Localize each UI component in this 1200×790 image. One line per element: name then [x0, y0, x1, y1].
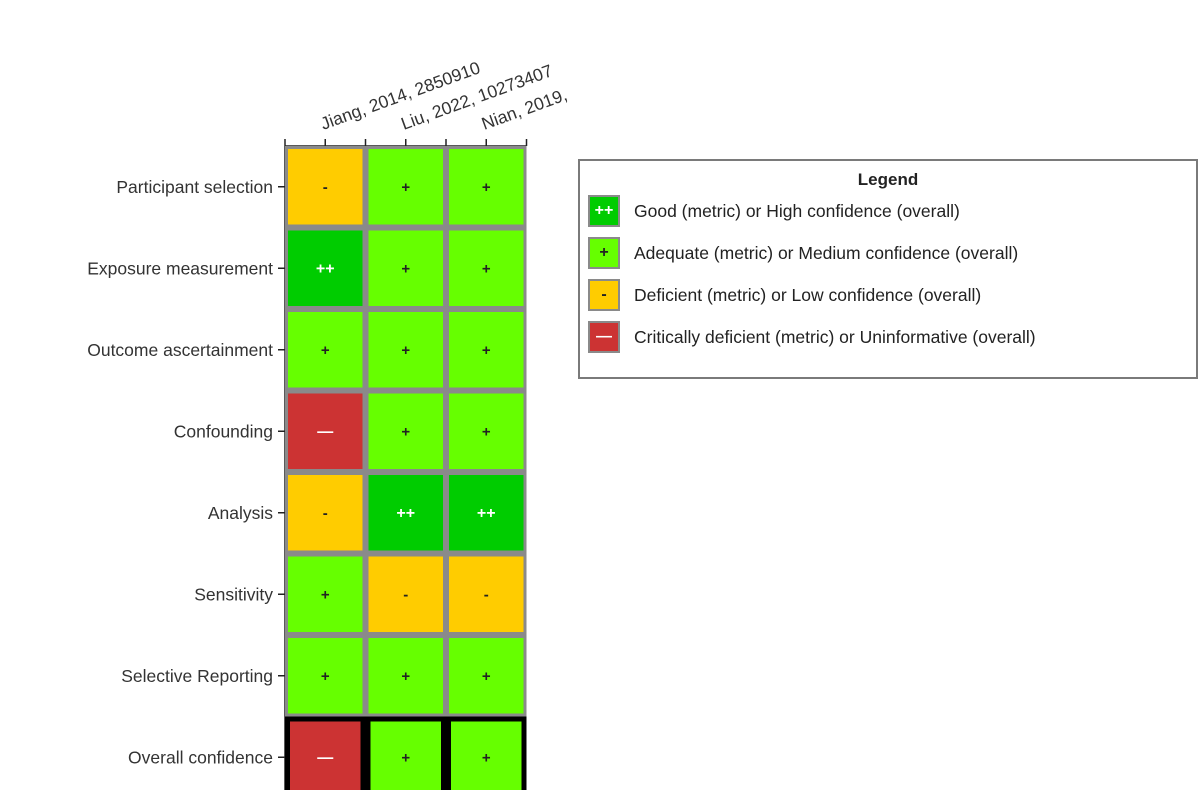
- legend-item-critically-deficient: — Critically deficient (metric) or Uninf…: [588, 319, 1036, 355]
- cell-selective-reporting-1: [285, 635, 366, 717]
- row-label-sensitivity: Sensitivity: [194, 584, 273, 604]
- row-label-outcome-ascertainment: Outcome ascertainment: [87, 340, 273, 360]
- cell-label-confounding-1: —: [317, 423, 333, 440]
- cell-confounding-1: [285, 390, 366, 472]
- row-label-selective-reporting: Selective Reporting: [121, 666, 273, 686]
- cell-label-selective-reporting-1: +: [321, 668, 330, 685]
- cell-sensitivity-2: [365, 553, 446, 635]
- cell-label-sensitivity-3: -: [484, 586, 489, 603]
- cell-exposure-measurement-3: [446, 227, 527, 309]
- cell-confounding-3: [446, 390, 527, 472]
- cell-label-sensitivity-1: +: [321, 586, 330, 603]
- row-label-analysis: Analysis: [208, 503, 273, 523]
- cell-label-overall-confidence-1: —: [317, 749, 333, 766]
- legend-swatch-critically-deficient: —: [588, 321, 620, 353]
- legend-swatch-good: ++: [588, 195, 620, 227]
- legend-item-deficient: - Deficient (metric) or Low confidence (…: [588, 277, 981, 313]
- cell-label-exposure-measurement-3: +: [482, 260, 491, 277]
- cell-label-selective-reporting-3: +: [482, 668, 491, 685]
- row-label-participant-selection: Participant selection: [116, 177, 273, 197]
- cell-label-analysis-1: -: [323, 505, 328, 522]
- cell-overall-confidence-3: [446, 716, 527, 790]
- cell-analysis-1: [285, 472, 366, 554]
- cell-participant-selection-3: [446, 146, 527, 228]
- cell-label-confounding-3: +: [482, 423, 491, 440]
- row-label-overall-confidence: Overall confidence: [128, 747, 273, 767]
- cell-label-participant-selection-1: -: [323, 179, 328, 196]
- cell-outcome-ascertainment-3: [446, 309, 527, 391]
- cell-label-outcome-ascertainment-1: +: [321, 342, 330, 359]
- cell-label-outcome-ascertainment-3: +: [482, 342, 491, 359]
- cell-sensitivity-3: [446, 553, 527, 635]
- cell-label-analysis-2: ++: [396, 505, 415, 522]
- legend-label-adequate: Adequate (metric) or Medium confidence (…: [634, 242, 1019, 263]
- cell-label-confounding-2: +: [401, 423, 410, 440]
- cell-exposure-measurement-1: [285, 227, 366, 309]
- cell-label-analysis-3: ++: [477, 505, 496, 522]
- cell-outcome-ascertainment-2: [365, 309, 446, 391]
- cell-participant-selection-1: [285, 146, 366, 228]
- cell-label-selective-reporting-2: +: [401, 668, 410, 685]
- cell-label-participant-selection-2: +: [401, 179, 410, 196]
- row-label-exposure-measurement: Exposure measurement: [87, 258, 273, 278]
- legend-item-adequate: + Adequate (metric) or Medium confidence…: [588, 235, 1018, 271]
- cell-confounding-2: [365, 390, 446, 472]
- cell-label-exposure-measurement-1: ++: [316, 260, 335, 277]
- cell-exposure-measurement-2: [365, 227, 446, 309]
- legend-label-deficient: Deficient (metric) or Low confidence (ov…: [634, 284, 982, 305]
- legend: Legend ++ Good (metric) or High confiden…: [578, 159, 1198, 379]
- cell-overall-confidence-2: [365, 716, 446, 790]
- cell-analysis-3: [446, 472, 527, 554]
- cell-label-outcome-ascertainment-2: +: [401, 342, 410, 359]
- legend-label-good: Good (metric) or High confidence (overal…: [634, 200, 960, 221]
- legend-swatch-adequate: +: [588, 237, 620, 269]
- row-label-confounding: Confounding: [174, 421, 273, 441]
- cell-label-overall-confidence-3: +: [482, 749, 491, 766]
- cell-overall-confidence-1: [285, 716, 366, 790]
- legend-swatch-deficient: -: [588, 279, 620, 311]
- cell-participant-selection-2: [365, 146, 446, 228]
- cell-sensitivity-1: [285, 553, 366, 635]
- legend-item-good: ++ Good (metric) or High confidence (ove…: [588, 193, 960, 229]
- cell-selective-reporting-3: [446, 635, 527, 717]
- cell-outcome-ascertainment-1: [285, 309, 366, 391]
- cell-label-overall-confidence-2: +: [401, 749, 410, 766]
- cell-label-exposure-measurement-2: +: [401, 260, 410, 277]
- cell-analysis-2: [365, 472, 446, 554]
- legend-title: Legend: [857, 170, 919, 189]
- legend-label-critically-deficient: Critically deficient (metric) or Uninfor…: [634, 326, 1036, 347]
- cell-label-sensitivity-2: -: [403, 586, 408, 603]
- cell-label-participant-selection-3: +: [482, 179, 491, 196]
- cell-selective-reporting-2: [365, 635, 446, 717]
